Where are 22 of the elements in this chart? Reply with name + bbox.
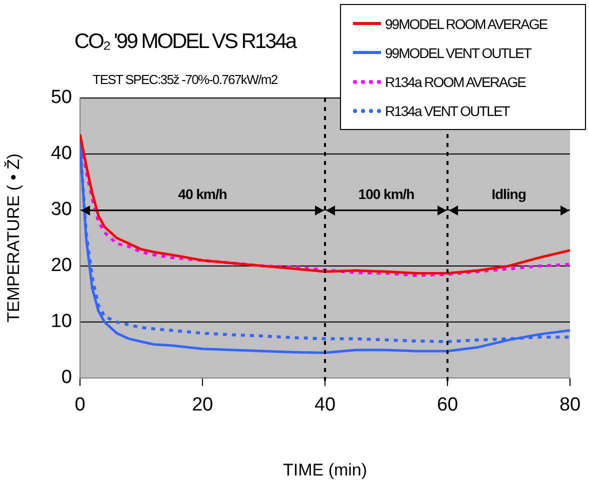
y-tick-label: 0	[61, 367, 72, 388]
chart-title: CO₂ '99 MODEL VS R134a	[73, 30, 298, 54]
x-tick-label: 20	[192, 394, 214, 416]
legend-label: 99MODEL VENT OUTLET	[385, 44, 531, 60]
y-axis-title: TEMPERATURE ( • Ž)	[4, 153, 23, 323]
annotation: 100 km/h	[357, 186, 416, 202]
legend-label: R134a VENT OUTLET	[385, 102, 510, 118]
legend-label: 99MODEL ROOM AVERAGE	[385, 16, 548, 32]
y-tick-label: 50	[50, 87, 72, 108]
annotation: 40 km/h	[177, 186, 228, 202]
x-tick-label: 0	[74, 394, 86, 416]
y-tick-label: 30	[50, 199, 72, 220]
y-tick-label: 10	[50, 311, 72, 332]
x-axis-title: TIME (min)	[282, 460, 368, 480]
legend-label: R134a ROOM AVERAGE	[385, 74, 526, 90]
x-tick-label: 60	[436, 394, 458, 416]
y-tick-label: 40	[50, 143, 72, 164]
annotation: Idling	[490, 186, 527, 202]
y-tick-label: 20	[50, 255, 72, 276]
chart-subtitle: TEST SPEC:35ž -70%-0.767kW/m2	[92, 72, 278, 87]
x-tick-label: 80	[559, 394, 581, 416]
x-tick-label: 40	[314, 394, 336, 416]
